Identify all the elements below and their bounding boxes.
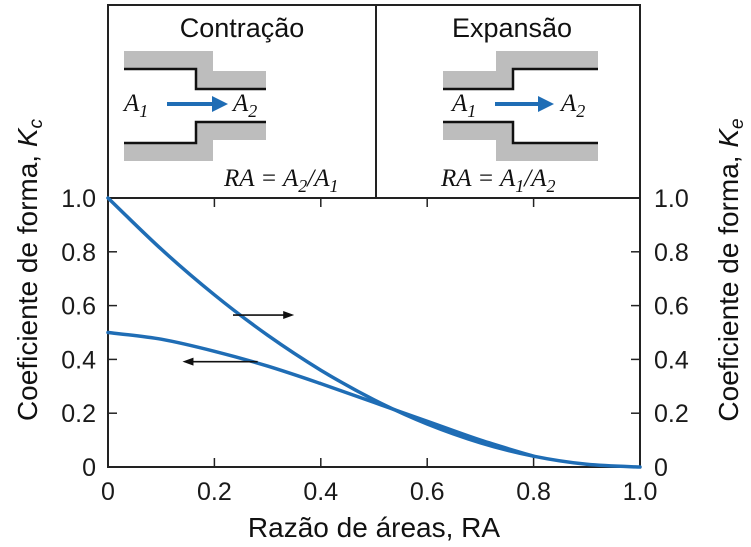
x-tick-label: 0.2	[197, 478, 232, 506]
expansion-upper-wall	[443, 51, 598, 89]
plot-frame	[107, 197, 641, 468]
y-tick-label-left: 0.8	[61, 239, 96, 267]
contraction-lower-wall	[124, 122, 266, 161]
x-axis-label: Razão de áreas, RA	[248, 512, 500, 543]
expansion-lower-wall	[443, 122, 598, 161]
contraction-upper-wall	[124, 51, 266, 89]
y-tick-labels-left: 0 0.2 0.4 0.6 0.8 1.0	[61, 185, 96, 482]
annotation-arrows	[182, 311, 295, 366]
left-axis-arrow-head	[182, 357, 194, 366]
contraction-title: Contração	[180, 13, 305, 43]
y-tick-label-right: 0.4	[654, 346, 689, 374]
expansion-pipe-diagram: A1 A2 RA = A1/A2	[440, 51, 598, 196]
expansion-a1-label: A1	[450, 90, 476, 121]
contraction-ratio-label: RA = A2/A1	[223, 165, 339, 196]
y-axis-label-left: Coeficiente de forma, Kc	[12, 118, 47, 421]
y-tick-label-left: 0.4	[61, 346, 96, 374]
y-tick-label-left: 1.0	[61, 185, 96, 213]
y-tick-label-left: 0	[82, 454, 96, 482]
y-tick-label-left: 0.6	[61, 293, 96, 321]
x-tick-label: 0.4	[303, 478, 338, 506]
contraction-a2-label: A2	[231, 90, 257, 121]
series-lines	[106, 196, 642, 469]
y-tick-label-right: 0.6	[654, 293, 689, 321]
expansion-flow-arrow	[538, 96, 554, 112]
contraction-flow-arrow	[212, 96, 228, 112]
right-axis-arrow-head	[283, 311, 295, 320]
y-tick-label-right: 0.2	[654, 400, 689, 428]
expansion-ke-line	[106, 196, 642, 469]
tick-marks	[107, 197, 641, 468]
y-tick-label-right: 1.0	[654, 185, 689, 213]
contraction-pipe-diagram: A1 A2 RA = A2/A1	[122, 51, 339, 196]
y-tick-label-right: 0	[654, 454, 668, 482]
y-tick-label-left: 0.2	[61, 400, 96, 428]
x-tick-label: 0	[101, 478, 115, 506]
y-tick-label-right: 0.8	[654, 239, 689, 267]
x-tick-label: 0.8	[516, 478, 551, 506]
expansion-a2-label: A2	[559, 90, 585, 121]
contraction-kc-line	[106, 330, 536, 458]
x-tick-label: 1.0	[623, 478, 658, 506]
expansion-title: Expansão	[452, 13, 572, 43]
expansion-ratio-label: RA = A1/A2	[440, 165, 556, 196]
y-tick-labels-right: 0 0.2 0.4 0.6 0.8 1.0	[654, 185, 689, 482]
contraction-a1-label: A1	[122, 90, 148, 121]
x-tick-label: 0.6	[410, 478, 445, 506]
y-axis-label-right: Coeficiente de forma, Ke	[713, 118, 748, 421]
x-tick-labels: 0 0.2 0.4 0.6 0.8 1.0	[101, 478, 657, 506]
